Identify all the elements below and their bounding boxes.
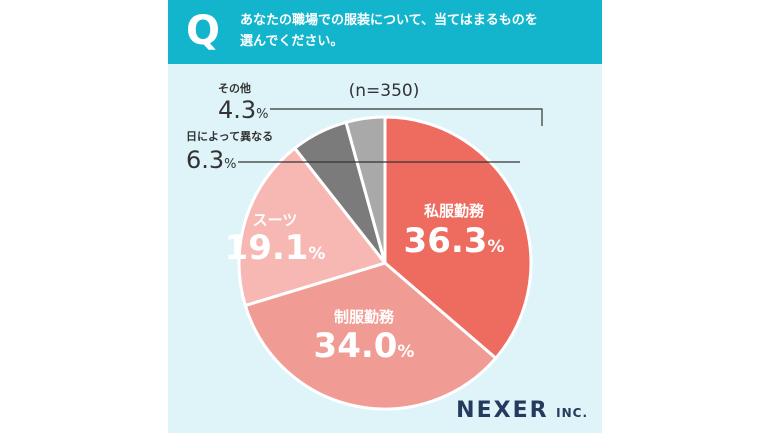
brand-suffix: INC. [556, 406, 588, 420]
question-header: Q あなたの職場での服装について、当てはまるものを 選んでください。 [168, 0, 602, 64]
slice-category-label: 日によって異なる [186, 130, 273, 143]
leader-line [270, 108, 543, 126]
pie-slice [243, 261, 498, 411]
question-mark: Q [186, 8, 221, 54]
pie-slice [383, 115, 533, 361]
slice-category-label: 制服勤務 [334, 308, 395, 326]
slice-value-label: 6.3% [186, 146, 237, 174]
sample-size-label: (n=350) [349, 81, 420, 101]
question-text: あなたの職場での服装について、当てはまるものを 選んでください。 [240, 10, 592, 52]
question-line: あなたの職場での服装について、当てはまるものを [240, 13, 538, 28]
slice-value-label: 34.0% [314, 326, 415, 366]
brand-name: NEXER [456, 398, 549, 423]
slice-value-label: 19.1% [225, 228, 326, 268]
nexer-logo: NEXER INC. [456, 398, 588, 423]
pie-slice [344, 115, 387, 264]
slice-value-label: 4.3% [218, 96, 269, 124]
slice-category-label: その他 [218, 81, 251, 95]
question-line: 選んでください。 [240, 34, 344, 49]
slice-value-label: 36.3% [404, 221, 505, 261]
slice-category-label: スーツ [253, 211, 298, 229]
slice-category-label: 私服勤務 [423, 202, 485, 220]
survey-card: Q あなたの職場での服装について、当てはまるものを 選んでください。 (n=35… [168, 0, 602, 433]
pie-slice [237, 146, 388, 308]
